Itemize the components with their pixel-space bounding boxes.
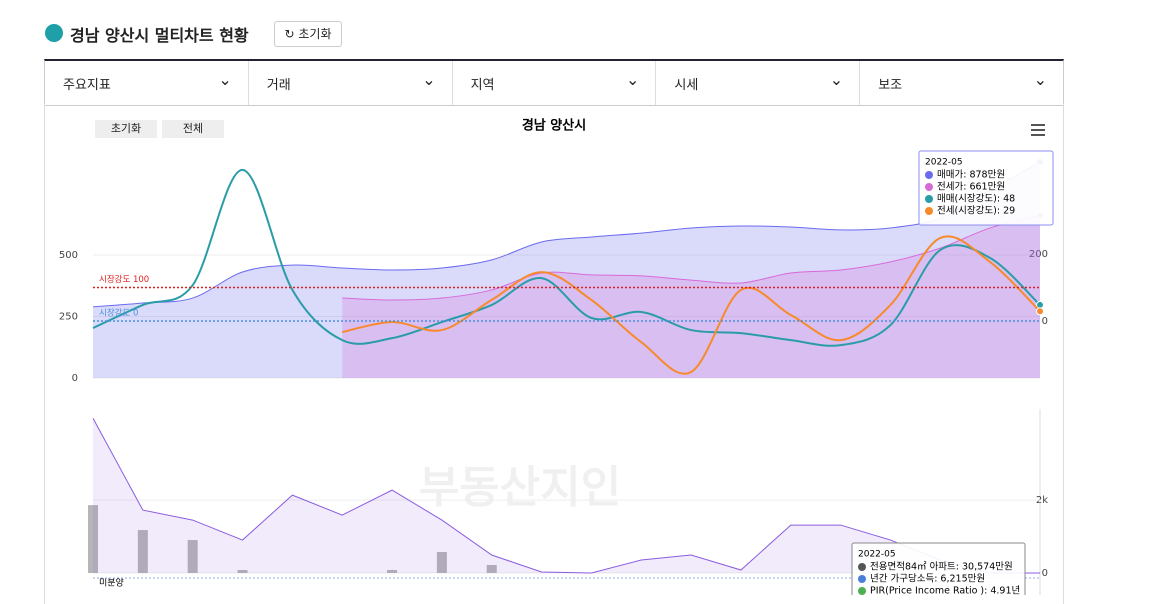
- tooltip-dot: [858, 563, 866, 571]
- series-line: [92, 417, 1040, 574]
- chevron: ⌄: [1033, 69, 1047, 89]
- chevron: ⌄: [218, 69, 232, 89]
- bar: [88, 505, 98, 573]
- chart-title: 경남 양산시: [522, 118, 586, 134]
- reset-button[interactable]: ↻ 초기화: [274, 21, 342, 47]
- tooltip-item: 전세가: 661만원: [937, 182, 1005, 193]
- y2-tick-label: 0: [1042, 568, 1048, 579]
- logo-icon: [45, 24, 63, 42]
- chart-all-button[interactable]: 전체: [162, 120, 224, 138]
- chevron: ⌄: [829, 69, 844, 89]
- y2-tick-label: 2k: [1036, 495, 1048, 506]
- page-title: 경남 양산시 멀티차트 현황: [70, 26, 249, 45]
- y-tick-label: 500: [59, 250, 78, 261]
- bar: [486, 565, 497, 573]
- bar: [436, 552, 447, 573]
- tooltip-date: 2022-05: [858, 550, 896, 560]
- tab[interactable]: 보조 ⌄: [860, 61, 1063, 105]
- bar: [387, 570, 398, 573]
- tooltip-box: [918, 150, 1054, 226]
- series-area: [342, 215, 1040, 378]
- bar: [237, 570, 248, 573]
- tooltip-item: 매매가: 878만원: [937, 170, 1005, 181]
- tab-bar: 주요지표 ⌄ 거래 ⌄ 지역 ⌄ 시세 ⌄ 보조 ⌄: [44, 59, 1064, 106]
- tab[interactable]: 주요지표 ⌄: [45, 61, 249, 105]
- chart-panel: [44, 104, 1064, 604]
- tooltip-dot: [858, 587, 866, 595]
- tab-label: 거래: [266, 77, 291, 93]
- last-point: [1036, 307, 1044, 316]
- reference-label: 시장강도 100: [99, 274, 149, 285]
- tooltip-date: 2022-05: [925, 158, 963, 168]
- tooltip-item: 전용면적84㎡ 아파트: 30,574만원: [870, 561, 1013, 573]
- series-line: [92, 161, 1041, 308]
- y-tick-label: 0: [72, 373, 78, 384]
- tab-label: 지역: [470, 77, 495, 93]
- reset-label: 초기화: [298, 27, 332, 41]
- tab[interactable]: 거래 ⌄: [249, 61, 453, 105]
- tooltip-box: [851, 542, 1026, 595]
- tooltip-item: 년간 가구당소득: 6,215만원: [870, 574, 985, 585]
- menu-icon[interactable]: [1031, 124, 1045, 136]
- tab-label: 보조: [878, 77, 903, 93]
- tooltip-dot: [925, 171, 933, 179]
- tooltip-item: 전세(시장강도): 29: [937, 206, 1015, 217]
- y2-tick-label: 200: [1029, 249, 1048, 260]
- reference-label: 시장강도 0: [99, 308, 138, 319]
- tooltip-item: 매매(시장강도): 48: [937, 194, 1015, 205]
- chart-reset-button[interactable]: 초기화: [95, 120, 157, 138]
- tab-label: 주요지표: [63, 77, 111, 93]
- tooltip-dot: [925, 207, 933, 215]
- tab[interactable]: 지역 ⌄: [453, 61, 657, 105]
- series-line: [342, 235, 1041, 375]
- tab[interactable]: 시세 ⌄: [656, 61, 861, 105]
- series-area: [93, 162, 1040, 378]
- tab-label: 시세: [674, 77, 699, 93]
- chevron: ⌄: [422, 69, 436, 89]
- bar: [137, 530, 148, 573]
- tooltip-dot: [925, 195, 933, 203]
- bar: [187, 540, 198, 573]
- watermark: 부동산지인: [419, 462, 621, 513]
- chevron: ⌄: [625, 69, 640, 89]
- series-line: [92, 168, 1041, 347]
- tooltip-dot: [858, 575, 866, 583]
- tooltip-dot: [925, 183, 933, 191]
- series-label: 미분양: [99, 578, 124, 589]
- y2-tick-label: 0: [1042, 316, 1048, 327]
- tooltip-item: PIR(Price Income Ratio ): 4.91년: [870, 586, 1020, 596]
- series-area: [93, 418, 1040, 573]
- y-tick-label: 250: [59, 312, 78, 323]
